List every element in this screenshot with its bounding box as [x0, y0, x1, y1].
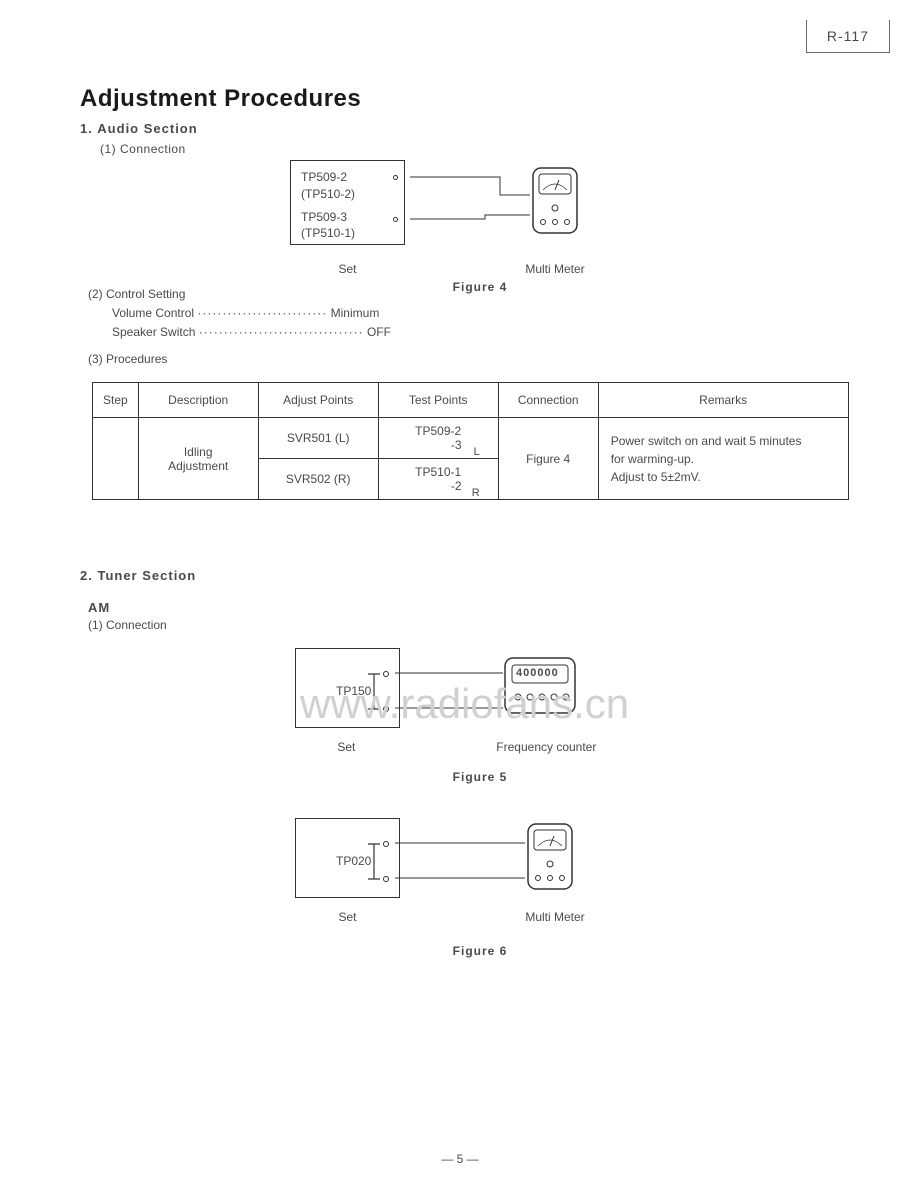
figure5-set-box: TP150	[295, 648, 400, 728]
volume-dots: ··························	[197, 306, 327, 320]
th-remarks: Remarks	[598, 383, 848, 418]
tp-lower-2: (TP510-1)	[301, 225, 394, 242]
desc-text: Idling Adjustment	[168, 445, 228, 473]
td-remarks: Power switch on and wait 5 minutes for w…	[598, 418, 848, 500]
tp2c: R	[472, 487, 480, 499]
tp-lower-1: TP509-3	[301, 209, 394, 226]
td-desc: Idling Adjustment	[138, 418, 258, 500]
multimeter-icon	[520, 816, 580, 896]
speaker-switch-label: Speaker Switch	[112, 325, 195, 339]
control-setting-header: (2) Control Setting	[88, 285, 391, 304]
figure5-caption: Figure 5	[355, 770, 605, 784]
procedures-table: Step Description Adjust Points Test Poin…	[92, 382, 849, 500]
bracket-icon	[368, 839, 398, 889]
section-1-num: 1.	[80, 121, 93, 136]
figure6-tp: TP020	[336, 854, 371, 868]
td-adj2: SVR502 (R)	[258, 459, 378, 500]
th-test: Test Points	[378, 383, 498, 418]
th-adjust: Adjust Points	[258, 383, 378, 418]
figure4-meter-label: Multi Meter	[510, 262, 600, 276]
section-1-header: 1. Audio Section (1) Connection	[80, 120, 198, 156]
section-2-header: 2. Tuner Section	[80, 568, 196, 583]
section-1-title: Audio Section	[97, 121, 197, 136]
section-2-title: Tuner Section	[97, 568, 196, 583]
counter-value: 400000	[516, 667, 559, 679]
tp1c: L	[474, 446, 480, 458]
page-code-text: R-117	[827, 28, 869, 44]
page-number: — 5 —	[441, 1152, 478, 1166]
section-1-sub: (1) Connection	[100, 142, 198, 156]
frequency-counter-icon: 400000	[500, 653, 580, 728]
table-header-row: Step Description Adjust Points Test Poin…	[93, 383, 849, 418]
figure5-set-label: Set	[295, 740, 398, 754]
multimeter-icon	[525, 160, 585, 240]
volume-control-label: Volume Control	[112, 306, 194, 320]
bracket-icon	[368, 669, 398, 719]
tp2b: -2	[451, 479, 462, 493]
tp-upper-2: (TP510-2)	[301, 186, 394, 203]
page-code-box: R-117	[806, 20, 890, 53]
speaker-value: OFF	[367, 325, 391, 339]
figure6-set-label: Set	[295, 910, 400, 924]
td-conn: Figure 4	[498, 418, 598, 500]
th-conn: Connection	[498, 383, 598, 418]
remarks2: for warming-up.	[611, 452, 694, 466]
tp-upper-1: TP509-2	[301, 169, 394, 186]
speaker-dots: ·································	[199, 325, 364, 339]
remarks3: Adjust to 5±2mV.	[611, 470, 701, 484]
figure-4: TP509-2 (TP510-2) TP509-3 (TP510-1) Set …	[290, 160, 610, 294]
th-step: Step	[93, 383, 139, 418]
control-setting: (2) Control Setting Volume Control ·····…	[88, 285, 391, 343]
figure-6: TP020 Set Multi Meter Figure 6	[295, 818, 605, 958]
volume-value: Minimum	[331, 306, 380, 320]
tp1b: -3	[451, 438, 462, 452]
section-2-num: 2.	[80, 568, 93, 583]
figure6-set-box: TP020	[295, 818, 400, 898]
figure5-counter-label: Frequency counter	[488, 740, 605, 754]
table-row: Idling Adjustment SVR501 (L) TP509-2 L -…	[93, 418, 849, 459]
td-tp2: TP510-1 R -2	[378, 459, 498, 500]
procedures-label: (3) Procedures	[88, 352, 167, 366]
tp1a: TP509-2	[415, 424, 461, 438]
am-connection: (1) Connection	[88, 618, 167, 632]
td-tp1: TP509-2 L -3	[378, 418, 498, 459]
td-step	[93, 418, 139, 500]
figure6-caption: Figure 6	[355, 944, 605, 958]
td-adj1: SVR501 (L)	[258, 418, 378, 459]
tp2a: TP510-1	[415, 465, 461, 479]
th-desc: Description	[138, 383, 258, 418]
remarks1: Power switch on and wait 5 minutes	[611, 434, 802, 448]
figure5-tp: TP150	[336, 684, 371, 698]
main-title: Adjustment Procedures	[80, 85, 361, 113]
figure4-set-label: Set	[290, 262, 405, 276]
figure4-set-box: TP509-2 (TP510-2) TP509-3 (TP510-1)	[290, 160, 405, 245]
figure6-meter-label: Multi Meter	[510, 910, 600, 924]
am-label: AM	[88, 600, 110, 615]
figure-5: TP150 400000 Set F	[295, 648, 605, 784]
